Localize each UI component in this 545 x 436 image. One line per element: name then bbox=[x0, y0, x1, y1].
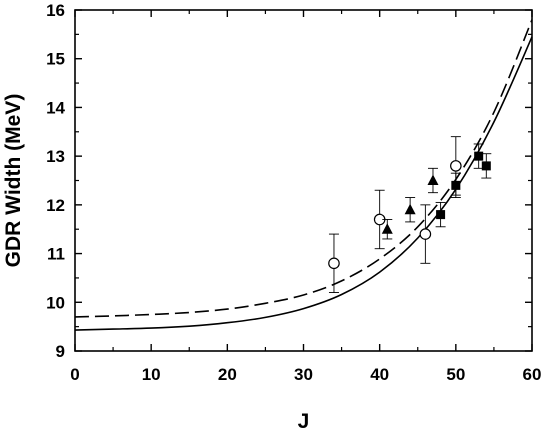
y-tick-label: 15 bbox=[46, 50, 65, 69]
open-circle-point bbox=[328, 257, 340, 270]
filled-square-point bbox=[481, 161, 491, 171]
filled-square-point bbox=[451, 180, 461, 190]
x-tick-label: 0 bbox=[70, 365, 79, 384]
y-tick-label: 10 bbox=[46, 293, 65, 312]
x-tick-label: 40 bbox=[370, 365, 389, 384]
y-tick-label: 14 bbox=[46, 98, 65, 117]
y-tick-label: 13 bbox=[46, 147, 65, 166]
x-tick-label: 10 bbox=[142, 365, 161, 384]
filled-square-point bbox=[474, 151, 484, 161]
x-axis-title: J bbox=[298, 410, 310, 433]
y-tick-label: 16 bbox=[46, 1, 65, 20]
x-tick-label: 20 bbox=[218, 365, 237, 384]
series-layer bbox=[74, 19, 533, 331]
y-tick-label: 9 bbox=[56, 342, 65, 361]
plot-frame bbox=[74, 9, 533, 352]
y-tick-label: 11 bbox=[47, 245, 65, 264]
x-tick-label: 60 bbox=[523, 365, 542, 384]
y-tick-label: 12 bbox=[46, 196, 65, 215]
dashed-curve bbox=[74, 19, 533, 318]
open-circle-point bbox=[419, 228, 432, 240]
filled-square-point bbox=[436, 210, 446, 220]
y-axis-title: GDR Width (MeV) bbox=[2, 94, 25, 268]
filled-triangle-point bbox=[404, 203, 416, 215]
x-tick-label: 30 bbox=[294, 365, 313, 384]
tick-layer: 0 10 20 30 40 50 60 9 10 11 12 13 14 15 16 bbox=[46, 1, 541, 384]
filled-triangle-point bbox=[381, 223, 393, 234]
filled-triangle-point bbox=[427, 174, 439, 185]
solid-curve bbox=[74, 36, 533, 331]
x-tick-label: 50 bbox=[446, 365, 465, 384]
open-circle-point bbox=[450, 160, 462, 172]
